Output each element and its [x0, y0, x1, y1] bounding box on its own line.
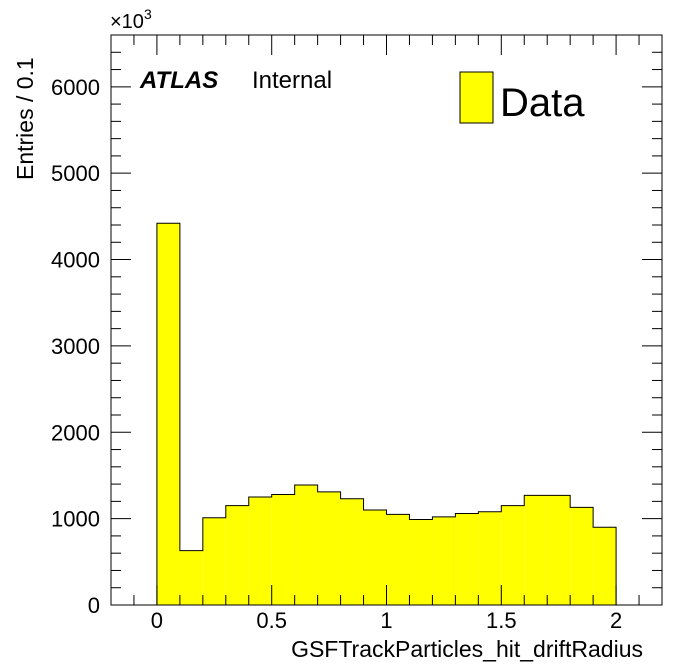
atlas-label: ATLAS — [139, 67, 218, 94]
y-multiplier-base: ×10 — [110, 11, 144, 33]
x-tick-label: 1 — [380, 608, 392, 633]
x-tick-label: 1.5 — [486, 608, 517, 633]
legend-label: Data — [500, 81, 585, 125]
histogram-bar — [501, 505, 525, 605]
y-tick-label: 1000 — [51, 507, 100, 532]
y-tick-label: 0 — [88, 593, 100, 618]
y-multiplier-label: ×103 — [110, 6, 152, 33]
y-tick-label: 3000 — [51, 334, 100, 359]
y-multiplier-exponent: 3 — [144, 6, 152, 22]
y-tick-label: 2000 — [51, 420, 100, 445]
histogram-bar — [547, 495, 571, 605]
histogram-bar — [179, 550, 203, 605]
x-tick-label: 2 — [610, 608, 622, 633]
histogram-bar — [363, 510, 387, 605]
histogram-bar — [340, 498, 364, 605]
x-axis-title: GSFTrackParticles_hit_driftRadius — [291, 636, 643, 662]
histogram-bar — [317, 491, 341, 605]
histogram-bar — [294, 484, 318, 605]
x-tick-label: 0 — [151, 608, 163, 633]
y-tick-label: 6000 — [51, 75, 100, 100]
histogram-outline — [156, 222, 617, 605]
histogram-bar — [593, 527, 617, 605]
axis-tick-labels: 0 0.5 1 1.5 2 0 1000 2000 3000 4000 5000 6000 — [51, 75, 622, 633]
histogram-bar — [386, 514, 410, 605]
histogram-bar — [271, 494, 295, 605]
histogram-bar — [432, 516, 456, 605]
histogram-bar — [570, 507, 594, 605]
histogram-bar — [225, 505, 249, 605]
histogram-bar — [156, 223, 180, 606]
internal-label: Internal — [252, 67, 332, 94]
histogram-bar — [248, 497, 272, 605]
x-tick-label: 0.5 — [256, 608, 287, 633]
y-axis-title: Entries / 0.1 — [12, 57, 38, 180]
histogram-bar — [478, 511, 502, 605]
histogram-bar — [524, 495, 548, 605]
y-tick-label: 5000 — [51, 161, 100, 186]
y-tick-label: 4000 — [51, 248, 100, 273]
histogram-bar — [409, 519, 433, 605]
legend-swatch — [459, 71, 494, 124]
histogram-bar — [455, 513, 479, 605]
histogram-bar — [202, 517, 226, 605]
histogram-bars — [156, 222, 617, 606]
axis-ticks — [110, 34, 663, 606]
